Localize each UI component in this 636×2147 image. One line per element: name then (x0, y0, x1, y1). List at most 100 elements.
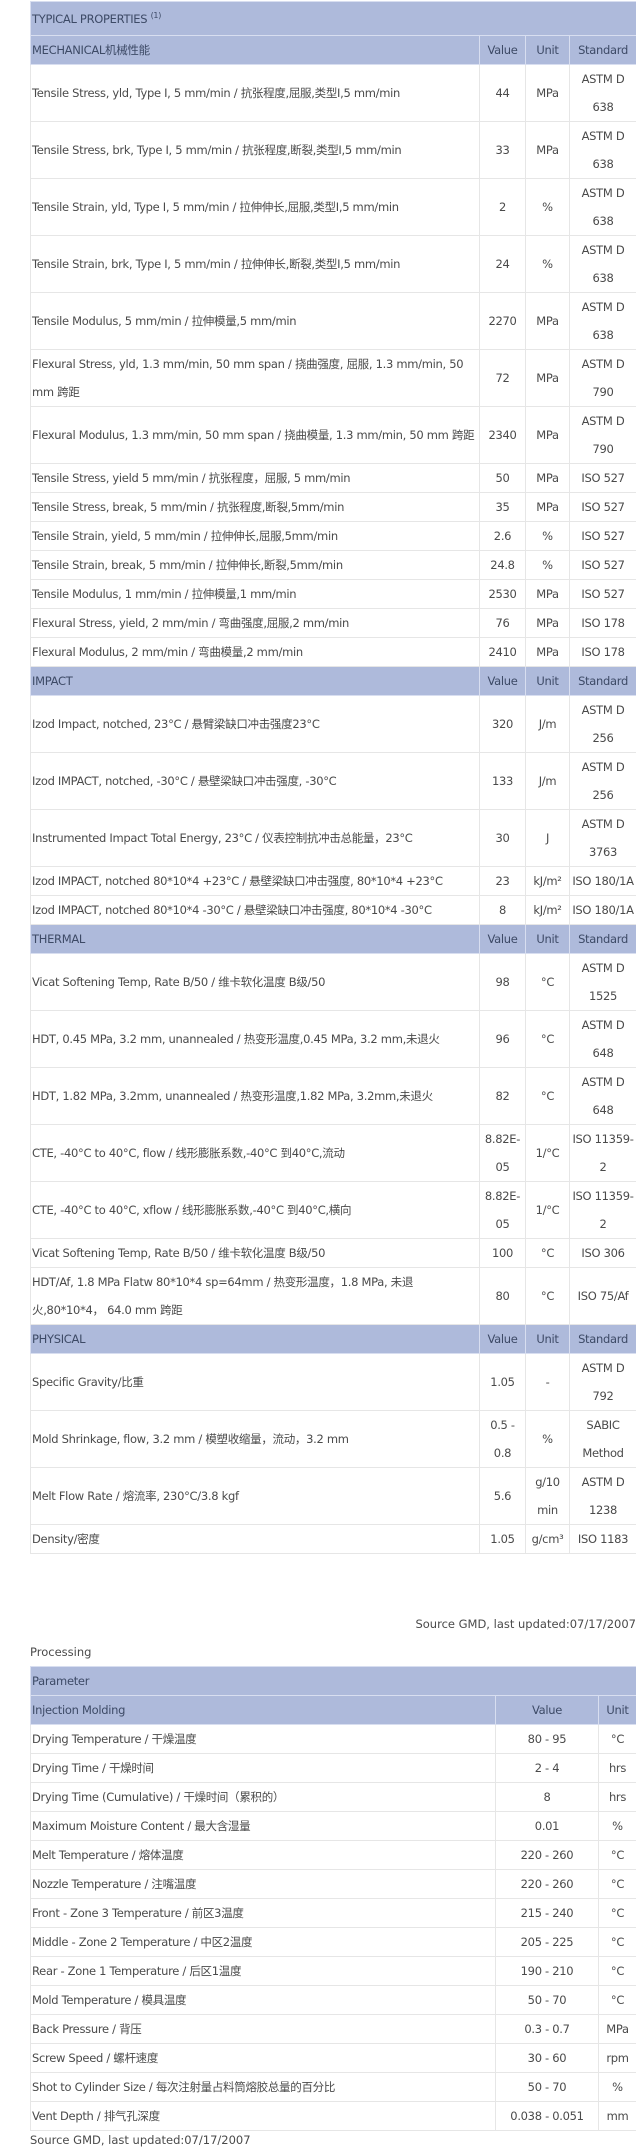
property-standard: ISO 178 (570, 638, 636, 667)
section-title: THERMAL (31, 925, 480, 954)
parameter-value: 220 - 260 (496, 1841, 599, 1870)
property-unit: % (526, 179, 570, 236)
property-name: Flexural Modulus, 2 mm/min / 弯曲模量,2 mm/m… (31, 638, 480, 667)
parameter-unit: °C (599, 1986, 636, 2015)
parameter-name: Nozzle Temperature / 注嘴温度 (31, 1870, 496, 1899)
parameter-unit: hrs (599, 1783, 636, 1812)
parameter-value: 0.01 (496, 1812, 599, 1841)
parameter-unit: °C (599, 1725, 636, 1754)
value-header: Value (480, 925, 526, 954)
property-standard: SABIC Method (570, 1411, 636, 1468)
property-name: Izod IMPACT, notched 80*10*4 -30°C / 悬壁梁… (31, 896, 480, 925)
property-name: Vicat Softening Temp, Rate B/50 / 维卡软化温度… (31, 954, 480, 1011)
property-value: 1.05 (480, 1354, 526, 1411)
table-row: Izod IMPACT, notched 80*10*4 +23°C / 悬壁梁… (31, 867, 636, 896)
table-row: CTE, -40°C to 40°C, flow / 线形膨胀系数,-40°C … (31, 1125, 636, 1182)
unit-header: Unit (526, 36, 570, 65)
property-unit: J/m (526, 753, 570, 810)
property-name: Tensile Strain, yield, 5 mm/min / 拉伸伸长,屈… (31, 522, 480, 551)
value-header: Value (480, 667, 526, 696)
parameter-name: Drying Time (Cumulative) / 干燥时间（累积的） (31, 1783, 496, 1812)
parameter-name: Front - Zone 3 Temperature / 前区3温度 (31, 1899, 496, 1928)
property-standard: ISO 527 (570, 493, 636, 522)
parameter-value: 30 - 60 (496, 2044, 599, 2073)
property-name: Izod Impact, notched, 23°C / 悬臂梁缺口冲击强度23… (31, 696, 480, 753)
property-value: 0.5 - 0.8 (480, 1411, 526, 1468)
injection-molding-header-row: Injection Molding Value Unit (31, 1696, 636, 1725)
processing-table: Parameter Injection Molding Value Unit D… (30, 1666, 636, 2131)
table-row: Mold Shrinkage, flow, 3.2 mm / 模塑收缩量，流动，… (31, 1411, 636, 1468)
table-row: Tensile Modulus, 1 mm/min / 拉伸模量,1 mm/mi… (31, 580, 636, 609)
property-standard: ISO 527 (570, 580, 636, 609)
value-header: Value (480, 36, 526, 65)
standard-header: Standard (570, 1325, 636, 1354)
property-value: 50 (480, 464, 526, 493)
table-row: Flexural Modulus, 2 mm/min / 弯曲模量,2 mm/m… (31, 638, 636, 667)
property-unit: % (526, 551, 570, 580)
parameter-value: 50 - 70 (496, 1986, 599, 2015)
property-unit: % (526, 522, 570, 551)
parameter-name: Screw Speed / 螺杆速度 (31, 2044, 496, 2073)
property-unit: kJ/m² (526, 867, 570, 896)
property-unit: °C (526, 1011, 570, 1068)
parameter-unit: % (599, 2073, 636, 2102)
table-row: Izod Impact, notched, 23°C / 悬臂梁缺口冲击强度23… (31, 696, 636, 753)
property-standard: ASTM D 638 (570, 236, 636, 293)
section-header: Injection Molding (31, 1696, 496, 1725)
property-standard: ASTM D 1525 (570, 954, 636, 1011)
parameter-unit: °C (599, 1957, 636, 1986)
property-value: 44 (480, 65, 526, 122)
table-row: HDT/Af, 1.8 MPa Flatw 80*10*4 sp=64mm / … (31, 1268, 636, 1325)
footnote-marker: (1) (151, 11, 161, 20)
table-row: Izod IMPACT, notched, -30°C / 悬壁梁缺口冲击强度,… (31, 753, 636, 810)
standard-header: Standard (570, 925, 636, 954)
property-value: 72 (480, 350, 526, 407)
property-unit: MPa (526, 493, 570, 522)
property-standard: ISO 11359-2 (570, 1125, 636, 1182)
table-row: Flexural Stress, yld, 1.3 mm/min, 50 mm … (31, 350, 636, 407)
table-row: Tensile Strain, yld, Type I, 5 mm/min / … (31, 179, 636, 236)
parameter-unit: °C (599, 1928, 636, 1957)
property-standard: ASTM D 648 (570, 1068, 636, 1125)
parameter-unit: % (599, 1812, 636, 1841)
parameter-unit: °C (599, 1899, 636, 1928)
property-name: HDT, 0.45 MPa, 3.2 mm, unannealed / 热变形温… (31, 1011, 480, 1068)
property-standard: ISO 180/1A (570, 896, 636, 925)
property-value: 35 (480, 493, 526, 522)
table-row: Tensile Stress, yield 5 mm/min / 抗张程度，屈服… (31, 464, 636, 493)
property-value: 2530 (480, 580, 526, 609)
property-value: 96 (480, 1011, 526, 1068)
parameter-value: 80 - 95 (496, 1725, 599, 1754)
property-value: 80 (480, 1268, 526, 1325)
table-row: Instrumented Impact Total Energy, 23°C /… (31, 810, 636, 867)
parameter-name: Maximum Moisture Content / 最大含湿量 (31, 1812, 496, 1841)
property-standard: ASTM D 638 (570, 293, 636, 350)
parameter-value: 220 - 260 (496, 1870, 599, 1899)
table-row: Vicat Softening Temp, Rate B/50 / 维卡软化温度… (31, 954, 636, 1011)
property-standard: ASTM D 638 (570, 122, 636, 179)
parameter-name: Vent Depth / 排气孔深度 (31, 2102, 496, 2131)
property-standard: ASTM D 790 (570, 350, 636, 407)
property-standard: ASTM D 648 (570, 1011, 636, 1068)
property-unit: MPa (526, 464, 570, 493)
table-row: Izod IMPACT, notched 80*10*4 -30°C / 悬壁梁… (31, 896, 636, 925)
property-value: 5.6 (480, 1468, 526, 1525)
property-name: Tensile Stress, brk, Type I, 5 mm/min / … (31, 122, 480, 179)
property-unit: g/cm³ (526, 1525, 570, 1554)
parameter-value: 190 - 210 (496, 1957, 599, 1986)
property-value: 82 (480, 1068, 526, 1125)
property-unit: % (526, 1411, 570, 1468)
table-row: HDT, 0.45 MPa, 3.2 mm, unannealed / 热变形温… (31, 1011, 636, 1068)
property-name: Vicat Softening Temp, Rate B/50 / 维卡软化温度… (31, 1239, 480, 1268)
property-unit: °C (526, 1239, 570, 1268)
table-row: Vicat Softening Temp, Rate B/50 / 维卡软化温度… (31, 1239, 636, 1268)
parameter-name: Back Pressure / 背压 (31, 2015, 496, 2044)
section-title: PHYSICAL (31, 1325, 480, 1354)
